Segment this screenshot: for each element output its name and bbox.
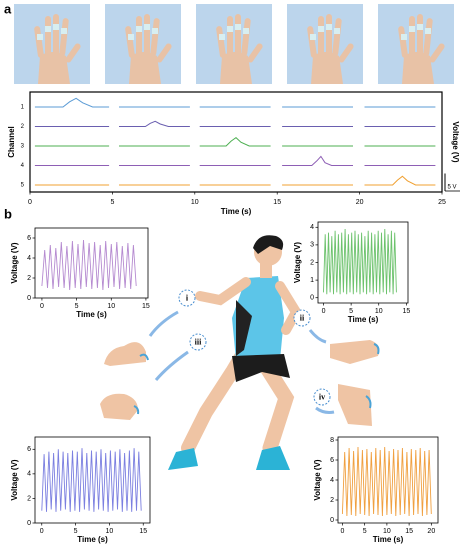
channel-trace bbox=[34, 175, 436, 186]
y-tick-label: 6 bbox=[27, 446, 31, 453]
arrows bbox=[148, 310, 335, 414]
y-tick-label: 6 bbox=[330, 457, 334, 464]
x-tick-label: 0 bbox=[322, 308, 326, 315]
marker-circle bbox=[178, 289, 196, 307]
x-tick-label: 10 bbox=[107, 303, 115, 310]
x-tick-label: 0 bbox=[340, 528, 344, 535]
channel-trace bbox=[34, 120, 436, 127]
x-tick-label: 0 bbox=[28, 199, 32, 206]
x-tick-label: 10 bbox=[375, 308, 383, 315]
y-tick-label: 2 bbox=[310, 259, 314, 266]
x-tick-label: 20 bbox=[427, 528, 435, 535]
x-tick-label: 10 bbox=[106, 528, 114, 535]
y-axis-label: Voltage (V) bbox=[10, 459, 19, 501]
y-tick-label: 0 bbox=[310, 295, 314, 302]
hand-photo bbox=[14, 4, 90, 84]
x-axis-label: Time (s) bbox=[348, 315, 379, 324]
y-tick-label: 0 bbox=[27, 295, 31, 302]
y-tick-label: 2 bbox=[27, 275, 31, 282]
channel-label: 2 bbox=[21, 124, 25, 130]
signal-line bbox=[323, 228, 397, 295]
channel-label: 4 bbox=[21, 163, 25, 169]
hand-photos bbox=[14, 4, 454, 84]
signal-line bbox=[341, 446, 432, 517]
x-axis-label: Time (s) bbox=[76, 310, 107, 319]
marker-circle bbox=[313, 388, 331, 406]
channel-label: 5 bbox=[21, 183, 25, 189]
x-tick-label: 15 bbox=[139, 528, 147, 535]
y-tick-label: 0 bbox=[27, 520, 31, 527]
y-tick-label: 8 bbox=[330, 437, 334, 444]
x-tick-label: 5 bbox=[75, 303, 79, 310]
x-tick-label: 15 bbox=[273, 199, 281, 206]
x-tick-label: 25 bbox=[438, 199, 446, 206]
x-tick-label: 10 bbox=[383, 528, 391, 535]
panel-label: b bbox=[4, 206, 12, 221]
channel-trace bbox=[34, 136, 436, 147]
marker-label: i bbox=[186, 293, 189, 302]
x-tick-label: 20 bbox=[356, 199, 364, 206]
x-tick-label: 10 bbox=[191, 199, 199, 206]
y-axis-label: Voltage (V) bbox=[10, 242, 19, 284]
y-tick-label: 4 bbox=[27, 255, 31, 262]
y-axis-label: Voltage (V) bbox=[313, 459, 322, 501]
y-tick-label: 3 bbox=[310, 242, 314, 249]
x-tick-label: 15 bbox=[405, 528, 413, 535]
y-tick-label: 6 bbox=[27, 235, 31, 242]
marker-circle bbox=[189, 333, 207, 351]
y2-axis-label: Voltage (V) bbox=[451, 121, 460, 163]
y-tick-label: 4 bbox=[310, 224, 314, 231]
runner bbox=[168, 235, 302, 470]
channel-trace bbox=[34, 97, 436, 108]
x-tick-label: 0 bbox=[40, 528, 44, 535]
panel-label: a bbox=[4, 1, 12, 16]
y-tick-label: 1 bbox=[310, 277, 314, 284]
marker-label: ii bbox=[300, 313, 305, 322]
x-tick-label: 5 bbox=[110, 199, 114, 206]
plot-frame bbox=[34, 436, 151, 524]
x-axis-label: Time (s) bbox=[221, 207, 252, 216]
scale-bar-label: 5 V bbox=[447, 185, 456, 191]
x-tick-label: 0 bbox=[40, 303, 44, 310]
x-tick-label: 15 bbox=[142, 303, 150, 310]
x-tick-label: 5 bbox=[349, 308, 353, 315]
x-tick-label: 5 bbox=[74, 528, 78, 535]
marker-circle bbox=[293, 309, 311, 327]
y-axis-label: Channel bbox=[7, 126, 16, 158]
marker-label: iv bbox=[319, 392, 325, 401]
x-tick-label: 5 bbox=[363, 528, 367, 535]
channel-label: 3 bbox=[21, 144, 25, 150]
x-tick-label: 15 bbox=[402, 308, 410, 315]
plot-frame bbox=[34, 227, 149, 299]
y-tick-label: 0 bbox=[330, 517, 334, 524]
body-parts bbox=[100, 340, 380, 426]
y-tick-label: 2 bbox=[27, 495, 31, 502]
y-axis-label: Voltage (V) bbox=[293, 242, 302, 284]
y-tick-label: 4 bbox=[27, 471, 31, 478]
channel-label: 1 bbox=[21, 105, 25, 111]
y-tick-label: 4 bbox=[330, 477, 334, 484]
plot-frame bbox=[29, 91, 443, 193]
y-tick-label: 2 bbox=[330, 497, 334, 504]
marker-label: iii bbox=[195, 337, 202, 346]
channel-trace bbox=[34, 155, 436, 166]
x-axis-label: Time (s) bbox=[77, 535, 108, 544]
signal-line bbox=[41, 448, 142, 512]
x-axis-label: Time (s) bbox=[373, 535, 404, 544]
signal-line bbox=[41, 239, 137, 291]
